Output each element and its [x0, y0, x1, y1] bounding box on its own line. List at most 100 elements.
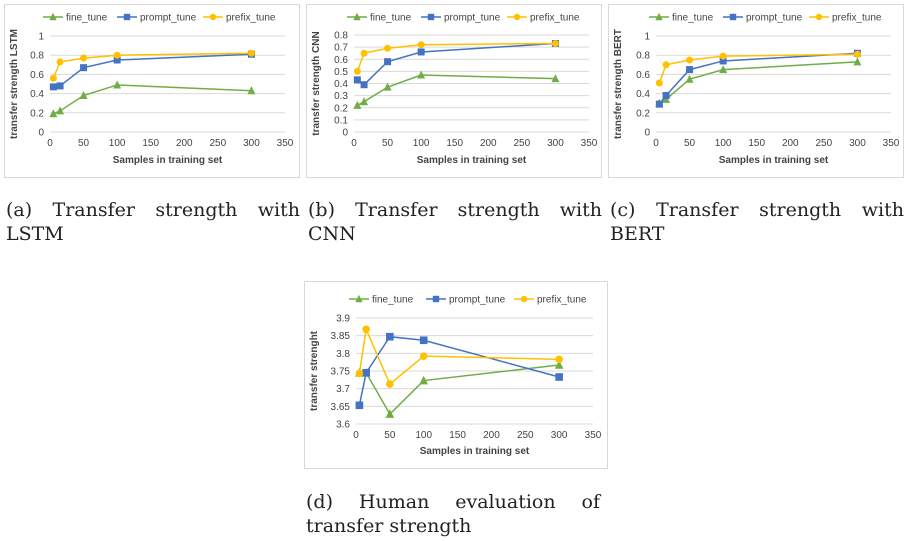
x-tick-label: 200 — [782, 138, 799, 149]
y-tick-label: 3.85 — [331, 331, 351, 342]
x-tick-label: 300 — [551, 430, 568, 441]
x-tick-label: 350 — [883, 138, 900, 149]
data-point-fine_tune — [685, 74, 694, 83]
y-tick-label: 0.6 — [30, 70, 44, 81]
y-tick-label: 0.4 — [334, 79, 348, 90]
x-axis-label: Samples in training set — [417, 155, 527, 166]
legend-label-prompt_tune: prompt_tune — [449, 295, 506, 306]
x-tick-label: 50 — [684, 138, 696, 149]
y-tick-label: 1 — [38, 32, 44, 43]
legend-marker-fine_tune — [353, 12, 361, 21]
legend-label-prompt_tune: prompt_tune — [444, 13, 501, 24]
legend-marker-fine_tune — [49, 12, 57, 21]
data-point-fine_tune — [49, 109, 58, 118]
data-point-prompt_tune — [80, 64, 88, 72]
caption-c: (c) Transfer strength with BERT — [610, 198, 904, 246]
data-point-prefix_tune — [419, 352, 428, 360]
data-point-prefix_tune — [655, 79, 663, 87]
data-point-fine_tune — [554, 360, 564, 369]
chart-panel-c: 0 0.2 0.4 0.6 0.8 1 0 50 100 150 200 250 300 350 Sampl… — [608, 4, 904, 178]
chart-d: 3.6 3.65 3.7 3.75 3.8 3.85 3.9 0 50 100 150 200 250 3… — [309, 295, 602, 458]
legend-marker-prompt_tune — [123, 13, 131, 21]
data-point-prefix_tune — [853, 50, 861, 58]
y-tick-label: 1 — [644, 32, 650, 43]
y-tick-label: 3.75 — [331, 367, 351, 378]
data-point-fine_tune — [353, 100, 362, 109]
data-point-fine_tune — [419, 375, 429, 385]
y-tick-label: 0.6 — [636, 70, 650, 81]
data-point-fine_tune — [79, 91, 88, 100]
chart-a: 0 0.2 0.4 0.6 0.8 1 0 50 100 150 200 250 300 350 Sampl… — [9, 12, 294, 167]
legend-label-fine_tune: fine_tune — [372, 295, 414, 306]
data-point-prompt_tune — [353, 76, 361, 84]
x-tick-label: 100 — [715, 138, 732, 149]
data-point-prefix_tune — [555, 355, 563, 364]
data-point-prompt_tune — [555, 373, 563, 381]
chart-panel-a: 0 0.2 0.4 0.6 0.8 1 0 50 100 150 200 250 300 350 Sampl… — [4, 4, 300, 178]
legend-marker-prompt_tune — [729, 13, 737, 21]
caption-b: (b) Transfer strength with CNN — [308, 198, 602, 246]
legend-label-prefix_tune: prefix_tune — [530, 13, 580, 24]
data-point-fine_tune — [417, 70, 426, 79]
data-point-prefix_tune — [247, 49, 255, 57]
y-tick-label: 3.9 — [336, 314, 350, 325]
data-point-prompt_tune — [719, 57, 727, 65]
y-tick-label: 0.8 — [334, 31, 348, 42]
data-point-prefix_tune — [686, 56, 694, 64]
x-tick-label: 150 — [748, 138, 765, 149]
legend-label-prompt_tune: prompt_tune — [140, 13, 197, 24]
y-axis-label: transfer strength CNN — [311, 31, 322, 135]
data-point-fine_tune — [719, 65, 728, 74]
data-point-prefix_tune — [417, 41, 425, 49]
legend-label-prompt_tune: prompt_tune — [746, 13, 803, 24]
x-tick-label: 200 — [483, 430, 500, 441]
data-point-prompt_tune — [355, 401, 364, 410]
data-point-fine_tune — [853, 57, 862, 66]
x-tick-label: 0 — [653, 138, 659, 149]
data-point-prefix_tune — [362, 325, 370, 334]
caption-d: (d) Human evaluation of transfer strengt… — [306, 490, 600, 538]
data-point-fine_tune — [247, 86, 256, 95]
x-tick-label: 50 — [384, 430, 396, 441]
x-tick-label: 300 — [243, 138, 260, 149]
legend-marker-prefix_tune — [209, 13, 217, 21]
caption-d-text: (d) Human evaluation of transfer strengt… — [306, 491, 600, 537]
legend-label-prefix_tune: prefix_tune — [537, 295, 587, 306]
chart-c: 0 0.2 0.4 0.6 0.8 1 0 50 100 150 200 250 300 350 Sampl… — [613, 13, 900, 167]
x-tick-label: 100 — [413, 138, 430, 149]
data-point-prefix_tune — [719, 52, 727, 60]
data-point-prefix_tune — [353, 67, 361, 75]
y-tick-label: 0 — [342, 128, 348, 139]
x-tick-label: 150 — [142, 138, 159, 149]
data-point-prefix_tune — [386, 380, 394, 388]
data-point-prompt_tune — [655, 100, 663, 108]
x-tick-label: 300 — [547, 138, 564, 149]
data-point-fine_tune — [551, 74, 560, 83]
data-point-prompt_tune — [419, 336, 428, 345]
data-point-fine_tune — [383, 82, 392, 91]
y-tick-label: 0.8 — [30, 51, 44, 62]
x-tick-label: 100 — [415, 430, 432, 441]
x-tick-label: 350 — [581, 138, 598, 149]
y-tick-label: 0.1 — [334, 115, 348, 126]
y-tick-label: 0.2 — [30, 108, 44, 119]
data-point-prompt_tune — [386, 332, 394, 341]
legend-marker-prefix_tune — [815, 13, 823, 21]
x-tick-label: 300 — [849, 138, 866, 149]
y-tick-label: 0.6 — [334, 55, 348, 66]
y-tick-label: 0.2 — [636, 108, 650, 119]
data-point-fine_tune — [360, 97, 369, 106]
data-point-prefix_tune — [355, 369, 364, 378]
x-tick-label: 200 — [176, 138, 193, 149]
data-point-prefix_tune — [360, 49, 368, 57]
data-point-prompt_tune — [362, 368, 370, 377]
x-tick-label: 250 — [514, 138, 531, 149]
chart-panel-d: 3.6 3.65 3.7 3.75 3.8 3.85 3.9 0 50 100 150 200 250 3… — [304, 281, 608, 469]
y-tick-label: 0.8 — [636, 51, 650, 62]
legend-label-fine_tune: fine_tune — [66, 13, 108, 24]
chart-b: 0 0.10.20.30.40.50.60.70.8 0 50 100 150 200 250… — [311, 12, 598, 167]
data-point-fine_tune — [56, 106, 65, 115]
y-axis-label: transfer strenght — [309, 330, 320, 411]
data-point-prefix_tune — [56, 58, 64, 66]
x-tick-label: 150 — [446, 138, 463, 149]
